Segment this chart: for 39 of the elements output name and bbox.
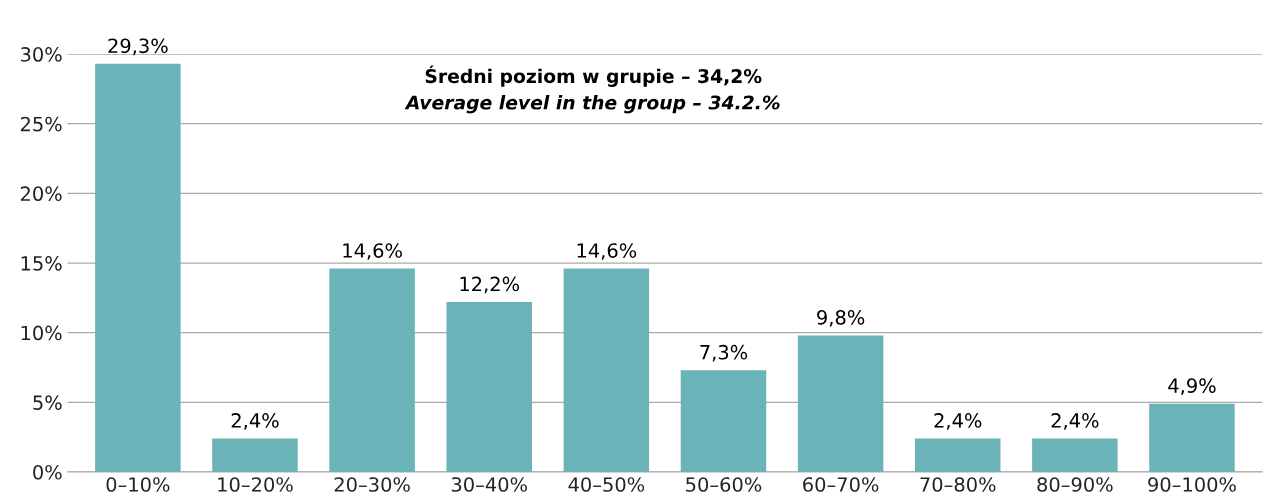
bar [329, 268, 415, 472]
bar [95, 63, 181, 472]
y-tick-label: 10% [21, 325, 62, 341]
x-tick-label: 20–30% [334, 477, 410, 492]
data-label: 7,3% [700, 344, 748, 362]
bar [563, 268, 650, 472]
x-tick-label: 0–10% [106, 477, 170, 492]
y-tick-label: 5% [33, 395, 62, 410]
data-label: 2,4% [934, 413, 982, 430]
data-label: 29,3% [108, 38, 168, 56]
x-tick-label: 40–50% [568, 477, 645, 492]
data-label: 2,4% [1051, 413, 1099, 430]
y-tick-label: 30% [20, 47, 62, 62]
data-label: 9,8% [817, 310, 865, 327]
x-tick-label: 70–80% [920, 477, 996, 492]
data-label: 14,6% [577, 243, 637, 260]
data-label: 4,9% [1168, 378, 1216, 395]
data-label: 12,2% [460, 276, 520, 294]
x-tick-label: 90–100% [1148, 477, 1236, 492]
y-tick-label: 25% [20, 116, 62, 132]
x-tick-label: 60–70% [803, 477, 879, 492]
data-label: 2,4% [231, 413, 279, 430]
x-tick-label: 80–90% [1037, 477, 1113, 492]
y-tick-label: 20% [20, 186, 62, 202]
annotation: Średni poziom w grupie – 34,2% [425, 65, 762, 87]
y-tick-label: 0% [33, 464, 62, 480]
x-tick-label: 10–20% [218, 477, 293, 492]
bar [680, 370, 767, 472]
bar [914, 438, 1001, 472]
annotation: Average level in the group – 34.2.% [404, 95, 780, 114]
x-tick-label: 30–40% [451, 477, 527, 492]
bar [1032, 438, 1118, 472]
bar [446, 302, 532, 472]
bar [1149, 403, 1235, 472]
bar [797, 335, 884, 472]
data-label: 14,6% [343, 243, 402, 260]
y-tick-label: 15% [21, 255, 62, 271]
x-tick-label: 50–60% [686, 477, 762, 492]
bar [212, 438, 298, 472]
